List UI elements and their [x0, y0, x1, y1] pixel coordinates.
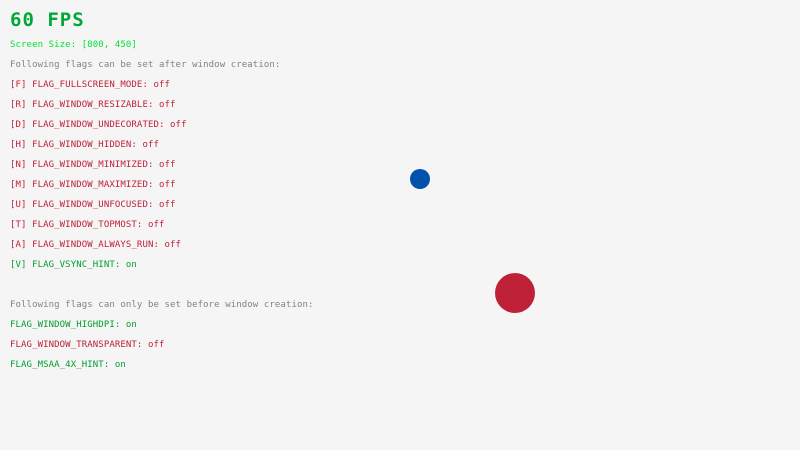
flag-status: FLAG_WINDOW_HIGHDPI: on [10, 320, 137, 330]
before-creation-header: Following flags can only be set before w… [10, 300, 314, 310]
flag-status: [T] FLAG_WINDOW_TOPMOST: off [10, 220, 165, 230]
flag-status: [F] FLAG_FULLSCREEN_MODE: off [10, 80, 171, 90]
flag-status: [R] FLAG_WINDOW_RESIZABLE: off [10, 100, 176, 110]
flag-status: [H] FLAG_WINDOW_HIDDEN: off [10, 140, 159, 150]
flag-status: FLAG_MSAA_4X_HINT: on [10, 360, 126, 370]
bouncing-ball [410, 169, 430, 189]
mouse-circle [495, 273, 535, 313]
flag-status: FLAG_WINDOW_TRANSPARENT: off [10, 340, 165, 350]
after-creation-header: Following flags can be set after window … [10, 60, 281, 70]
flag-status: [N] FLAG_WINDOW_MINIMIZED: off [10, 160, 176, 170]
flag-status: [M] FLAG_WINDOW_MAXIMIZED: off [10, 180, 176, 190]
screen-size-label: Screen Size: [800, 450] [10, 40, 137, 50]
flag-status: [D] FLAG_WINDOW_UNDECORATED: off [10, 120, 187, 130]
flag-status: [A] FLAG_WINDOW_ALWAYS_RUN: off [10, 240, 182, 250]
flag-status: [U] FLAG_WINDOW_UNFOCUSED: off [10, 200, 176, 210]
fps-counter: 60 FPS [10, 9, 85, 31]
flag-status: [V] FLAG_VSYNC_HINT: on [10, 260, 137, 270]
